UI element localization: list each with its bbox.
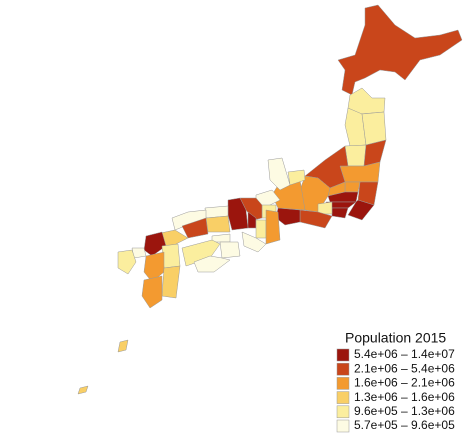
legend-label: 2.1e+06 – 5.4e+06	[354, 361, 455, 375]
legend: Population 2015 5.4e+06 – 1.4e+072.1e+06…	[336, 330, 455, 433]
legend-swatch	[336, 348, 350, 362]
hiroshima	[181, 217, 209, 239]
chiba	[347, 199, 375, 221]
legend-label: 1.6e+06 – 2.1e+06	[354, 376, 455, 390]
kagawa	[211, 233, 231, 243]
legend-label: 9.6e+05 – 1.3e+06	[354, 404, 455, 418]
japan-map	[77, 4, 463, 395]
okayama	[205, 215, 231, 233]
ishikawa	[267, 157, 291, 191]
kanagawa	[331, 207, 349, 219]
legend-swatch	[336, 362, 350, 376]
tochigi	[344, 181, 361, 193]
legend-swatch	[336, 405, 350, 419]
aichi	[275, 207, 301, 226]
nagasaki	[117, 249, 137, 275]
okinawa	[117, 339, 129, 353]
yamagata	[344, 144, 367, 167]
toyama	[287, 169, 306, 186]
legend-label: 5.4e+06 – 1.4e+07	[354, 347, 455, 361]
okinawa-islands	[77, 385, 89, 395]
legend-label: 5.7e+05 – 9.6e+05	[354, 418, 455, 432]
miyazaki	[161, 265, 181, 299]
nara	[255, 219, 267, 239]
kagoshima	[141, 275, 163, 309]
aomori	[347, 87, 386, 115]
yamanashi	[317, 201, 333, 215]
legend-swatch	[336, 391, 350, 404]
legend-label: 1.3e+06 – 1.6e+06	[354, 390, 455, 404]
legend-swatch	[336, 377, 350, 390]
mie	[265, 209, 281, 245]
oita	[161, 243, 181, 269]
fukuoka	[143, 231, 167, 257]
legend-title: Population 2015	[345, 330, 446, 346]
saitama	[327, 191, 359, 203]
kochi	[193, 255, 231, 273]
hokkaido	[337, 4, 463, 96]
ehime	[181, 239, 221, 267]
iwate	[361, 111, 387, 146]
tokushima	[219, 241, 241, 259]
wakayama	[241, 231, 267, 253]
legend-swatch	[336, 419, 350, 433]
